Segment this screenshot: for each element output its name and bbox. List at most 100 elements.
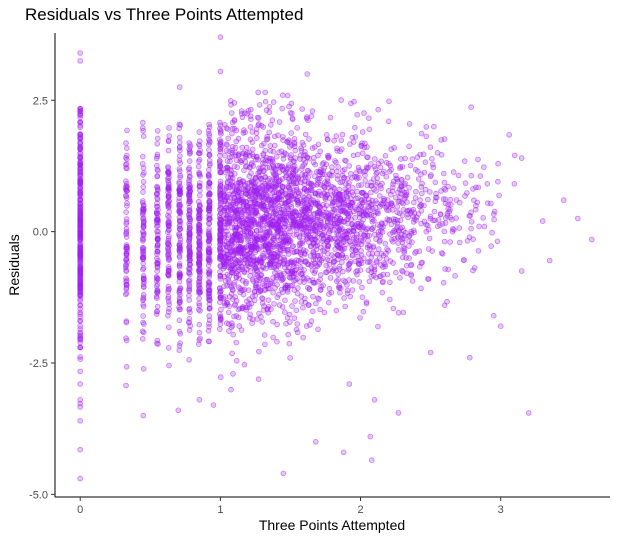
x-tick-label: 0 (77, 504, 83, 516)
data-point (206, 313, 213, 319)
data-point (386, 296, 393, 303)
data-point (186, 140, 193, 146)
data-point (196, 396, 203, 403)
data-point (176, 248, 183, 255)
data-point (314, 199, 321, 205)
data-point (253, 259, 260, 266)
data-point (77, 354, 83, 360)
data-point (421, 169, 428, 176)
data-point (333, 236, 340, 242)
data-point (390, 305, 397, 312)
data-point (224, 214, 230, 220)
data-point (124, 127, 130, 134)
data-point (281, 309, 288, 316)
data-point (235, 314, 242, 321)
data-point (176, 263, 183, 270)
data-point (395, 240, 401, 247)
data-point (141, 321, 147, 327)
data-point (331, 137, 337, 144)
data-point (362, 178, 369, 184)
data-point (349, 247, 355, 253)
data-point (165, 138, 172, 145)
data-point (359, 200, 366, 206)
data-point (175, 407, 182, 414)
data-point (77, 396, 83, 403)
data-point (406, 238, 412, 245)
data-point (196, 300, 202, 307)
data-point (217, 326, 223, 332)
data-point (325, 181, 332, 187)
data-point (281, 239, 287, 245)
data-point (323, 215, 330, 221)
data-point (306, 136, 312, 142)
data-point (77, 217, 83, 223)
data-point (218, 306, 224, 313)
data-point (207, 211, 213, 218)
data-point (280, 134, 286, 140)
data-point (468, 209, 474, 216)
data-point (291, 209, 298, 216)
data-point (364, 154, 371, 161)
data-point (497, 323, 504, 330)
data-point (217, 126, 223, 132)
data-point (231, 233, 237, 240)
x-tick-label: 3 (498, 504, 504, 516)
data-point (236, 227, 243, 233)
data-point (228, 290, 235, 297)
data-point (273, 274, 280, 281)
data-point (165, 249, 172, 255)
data-point (282, 188, 289, 194)
data-point (360, 255, 367, 262)
data-point (339, 233, 346, 240)
data-point (298, 271, 304, 277)
data-point (352, 205, 359, 211)
data-point (239, 266, 246, 273)
data-point (77, 292, 83, 299)
data-point (368, 226, 375, 232)
data-point (123, 256, 130, 263)
data-point (306, 210, 313, 216)
data-point (295, 257, 302, 264)
data-point (400, 309, 407, 316)
data-point (290, 166, 297, 172)
data-point (187, 225, 193, 231)
data-point (325, 299, 332, 306)
data-point (176, 299, 183, 306)
data-point (123, 209, 129, 216)
data-point (241, 286, 248, 293)
data-point (317, 252, 324, 259)
data-point (254, 267, 260, 273)
data-point (205, 262, 212, 269)
data-point (268, 183, 275, 189)
data-point (399, 177, 405, 183)
data-point (380, 271, 387, 278)
data-point (475, 156, 481, 163)
data-point (315, 295, 321, 302)
data-point (123, 221, 130, 227)
data-point (262, 98, 269, 105)
data-point (371, 186, 377, 192)
data-point (359, 212, 365, 218)
data-point (312, 228, 319, 235)
data-point (77, 197, 83, 204)
data-point (379, 170, 386, 177)
data-point (231, 190, 237, 197)
data-point (288, 193, 295, 200)
data-point (273, 153, 280, 160)
y-tick-label: 2.5 (33, 95, 48, 107)
data-point (418, 285, 424, 292)
data-point (123, 193, 129, 200)
data-point (196, 183, 203, 190)
data-point (366, 278, 373, 285)
data-point (154, 243, 161, 249)
data-point (389, 188, 396, 194)
data-point (236, 284, 242, 291)
data-point (331, 258, 338, 265)
data-point (403, 270, 410, 277)
data-point (308, 113, 315, 119)
data-point (165, 200, 171, 206)
data-point (140, 128, 146, 134)
data-point (77, 184, 83, 191)
data-point (223, 141, 230, 148)
data-point (261, 235, 268, 241)
